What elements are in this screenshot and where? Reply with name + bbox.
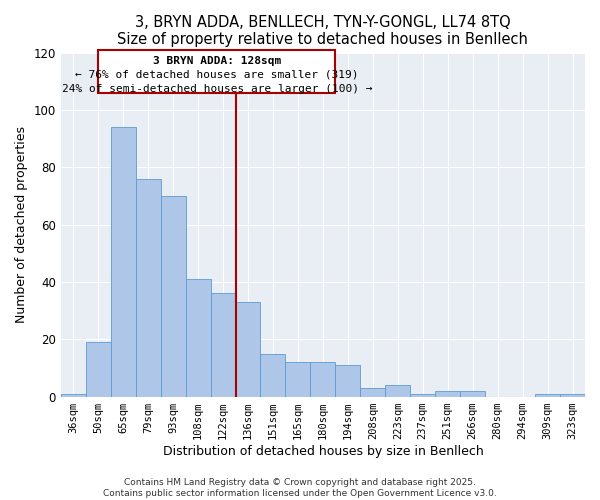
Bar xyxy=(310,362,335,396)
Text: 24% of semi-detached houses are larger (100) →: 24% of semi-detached houses are larger (… xyxy=(62,84,372,94)
Y-axis label: Number of detached properties: Number of detached properties xyxy=(15,126,28,323)
Bar xyxy=(236,302,260,396)
X-axis label: Distribution of detached houses by size in Benllech: Distribution of detached houses by size … xyxy=(163,444,483,458)
Text: 3 BRYN ADDA: 128sqm: 3 BRYN ADDA: 128sqm xyxy=(152,56,281,66)
Bar xyxy=(185,279,211,396)
Bar xyxy=(361,388,385,396)
Bar xyxy=(335,365,361,396)
Bar xyxy=(260,354,286,397)
Title: 3, BRYN ADDA, BENLLECH, TYN-Y-GONGL, LL74 8TQ
Size of property relative to detac: 3, BRYN ADDA, BENLLECH, TYN-Y-GONGL, LL7… xyxy=(118,15,529,48)
Bar xyxy=(535,394,560,396)
Bar xyxy=(286,362,310,396)
Bar xyxy=(435,391,460,396)
Bar xyxy=(385,385,410,396)
Bar xyxy=(61,394,86,396)
Bar xyxy=(161,196,185,396)
Bar xyxy=(211,294,236,397)
Bar xyxy=(560,394,585,396)
Bar xyxy=(111,127,136,396)
Bar xyxy=(410,394,435,396)
Bar xyxy=(86,342,111,396)
Bar xyxy=(136,179,161,396)
Text: ← 76% of detached houses are smaller (319): ← 76% of detached houses are smaller (31… xyxy=(75,70,359,80)
Bar xyxy=(460,391,485,396)
FancyBboxPatch shape xyxy=(98,50,335,93)
Text: Contains HM Land Registry data © Crown copyright and database right 2025.
Contai: Contains HM Land Registry data © Crown c… xyxy=(103,478,497,498)
